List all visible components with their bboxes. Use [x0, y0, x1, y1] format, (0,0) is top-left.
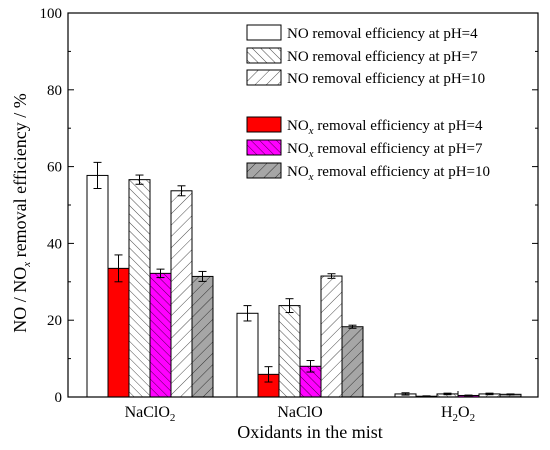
- legend-swatch: [246, 139, 282, 156]
- legend-swatch: [246, 69, 282, 86]
- error-bar: [156, 268, 165, 279]
- axes-layer: 0 20 40 60 80 100 NaClO2 NaClO H2O2: [40, 6, 539, 424]
- error-bar: [401, 392, 410, 396]
- error-bar: [93, 161, 102, 189]
- bar: [86, 174, 109, 398]
- error-bar: [327, 273, 336, 279]
- legend-swatch: [246, 116, 282, 133]
- legend-label: NO removal efficiency at pH=4: [287, 26, 478, 42]
- error-bar: [198, 270, 207, 282]
- error-bar: [264, 366, 273, 383]
- error-bar: [443, 392, 452, 396]
- y-axis-title: NO / NOx removal efficiency / %: [10, 93, 33, 332]
- error-bar: [464, 394, 473, 397]
- legend-item: NOx removal efficiency at pH=4: [246, 116, 483, 137]
- legend-item: NOx removal efficiency at pH=7: [246, 139, 483, 160]
- bar: [149, 272, 172, 398]
- error-bar: [135, 174, 144, 185]
- x-tick-label: NaClO: [277, 404, 322, 421]
- error-bar: [285, 298, 294, 314]
- bar: [236, 312, 259, 398]
- legend-label: NOx removal efficiency at pH=10: [287, 164, 490, 183]
- legend-label: NO removal efficiency at pH=10: [287, 71, 485, 87]
- y-tick-label: 60: [47, 160, 62, 176]
- bar: [278, 305, 301, 398]
- x-axis-title: Oxidants in the mist: [237, 422, 383, 442]
- y-tick-label: 80: [47, 83, 62, 99]
- error-bar: [306, 360, 315, 373]
- legend-item: NO removal efficiency at pH=10: [246, 69, 485, 87]
- x-tick-label: H2O2: [441, 404, 475, 424]
- bar: [170, 190, 193, 398]
- bar: [191, 275, 214, 398]
- error-bar: [485, 392, 494, 396]
- y-tick-label: 40: [47, 236, 62, 252]
- bars-layer: [86, 161, 522, 398]
- x-tick-label: NaClO2: [125, 404, 176, 424]
- legend-item: NO removal efficiency at pH=4: [246, 24, 478, 42]
- legend-swatch: [246, 162, 282, 179]
- legend-swatch: [246, 24, 282, 41]
- y-tick-label: 0: [55, 390, 63, 406]
- legend-label: NO removal efficiency at pH=7: [287, 49, 478, 65]
- bar: [320, 275, 343, 398]
- legend-label: NOx removal efficiency at pH=7: [287, 141, 483, 160]
- bar: [341, 326, 364, 398]
- legend-item: NOx removal efficiency at pH=10: [246, 162, 490, 183]
- legend: NO removal efficiency at pH=4 NO removal …: [246, 24, 490, 183]
- error-bar: [177, 185, 186, 197]
- error-bar: [243, 305, 252, 322]
- legend-swatch: [246, 47, 282, 64]
- bar: [107, 267, 130, 398]
- error-bar: [348, 324, 357, 329]
- error-bar: [114, 254, 123, 283]
- legend-label: NOx removal efficiency at pH=4: [287, 118, 483, 137]
- bar: [128, 179, 151, 398]
- legend-item: NO removal efficiency at pH=7: [246, 47, 478, 65]
- y-tick-label: 20: [47, 313, 62, 329]
- error-bar: [506, 393, 515, 396]
- y-tick-label: 100: [40, 6, 63, 22]
